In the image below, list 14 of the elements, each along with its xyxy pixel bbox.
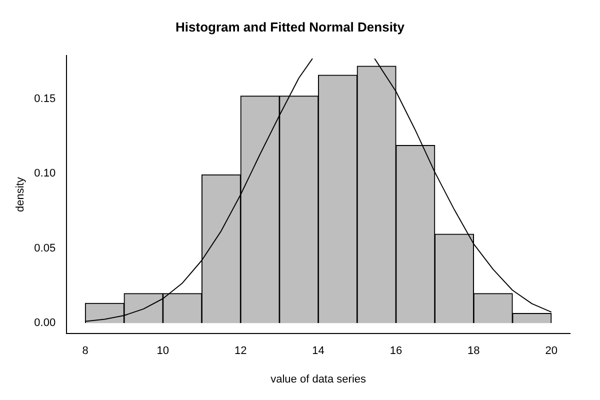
y-tick-label: 0.00 [34, 317, 56, 330]
x-tick-label: 16 [390, 345, 402, 358]
x-axis-title: value of data series [270, 373, 366, 386]
x-tick-label: 20 [545, 345, 558, 358]
y-axis-title: density [14, 176, 27, 212]
chart-title: Histogram and Fitted Normal Density [176, 19, 406, 34]
x-tick-label: 10 [156, 345, 170, 358]
y-tick-label: 0.10 [34, 168, 56, 180]
x-tick-label: 8 [82, 345, 88, 358]
x-tick-label: 12 [234, 345, 247, 358]
y-tick-label: 0.05 [34, 242, 56, 254]
x-tick-label: 14 [312, 345, 324, 358]
x-tick-label: 18 [468, 345, 480, 358]
y-tick-label: 0.15 [34, 92, 56, 105]
